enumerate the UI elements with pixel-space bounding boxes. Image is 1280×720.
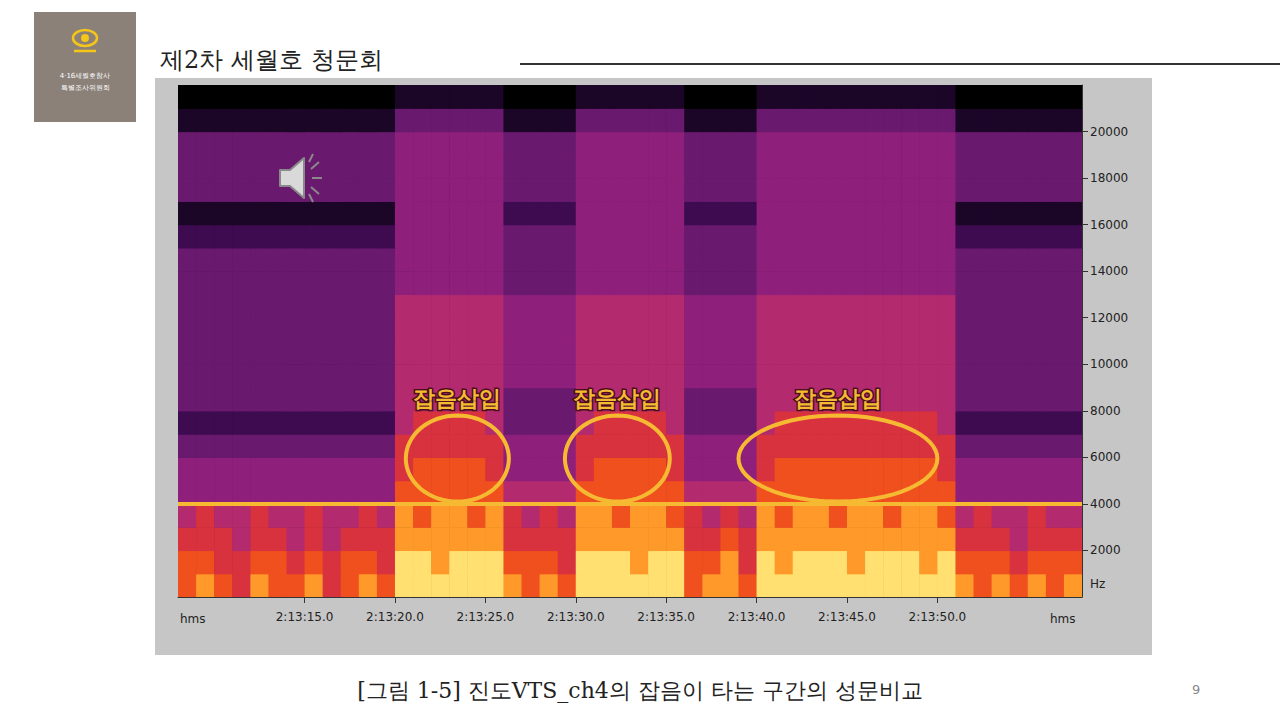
svg-text:2:13:20.0: 2:13:20.0	[366, 610, 424, 624]
svg-text:잡음삽입: 잡음삽입	[794, 386, 882, 411]
svg-text:Hz: Hz	[1090, 577, 1105, 591]
html-text:9: 9	[1192, 682, 1201, 697]
svg-text:12000: 12000	[1090, 311, 1128, 325]
svg-text:20000: 20000	[1090, 125, 1128, 139]
svg-text:hms: hms	[180, 612, 206, 626]
svg-text:2:13:30.0: 2:13:30.0	[547, 610, 605, 624]
svg-text:2:13:35.0: 2:13:35.0	[637, 610, 695, 624]
svg-text:10000: 10000	[1090, 357, 1128, 371]
svg-text:2:13:15.0: 2:13:15.0	[276, 610, 334, 624]
svg-text:4000: 4000	[1090, 497, 1121, 511]
svg-text:2000: 2000	[1090, 543, 1121, 557]
html-text:제2차 세월호 청문회: 제2차 세월호 청문회	[160, 46, 383, 74]
svg-text:16000: 16000	[1090, 218, 1128, 232]
svg-text:2:13:50.0: 2:13:50.0	[909, 610, 967, 624]
svg-text:6000: 6000	[1090, 450, 1121, 464]
svg-text:잡음삽입: 잡음삽입	[573, 386, 661, 411]
svg-text:2:13:45.0: 2:13:45.0	[818, 610, 876, 624]
html-text:4·16세월호참사: 4·16세월호참사	[59, 72, 111, 80]
html-text:특별조사위원회: 특별조사위원회	[60, 84, 110, 92]
svg-text:14000: 14000	[1090, 264, 1128, 278]
svg-text:8000: 8000	[1090, 404, 1121, 418]
svg-text:hms: hms	[1050, 612, 1076, 626]
svg-text:18000: 18000	[1090, 171, 1128, 185]
html-text:[그림 1-5] 진도VTS_ch4의 잡음이 타는 구간의: [그림 1-5] 진도VTS_ch4의 잡음이 타는 구간의 성문비교	[357, 678, 923, 703]
svg-text:잡음삽입: 잡음삽입	[413, 386, 501, 411]
svg-text:2:13:25.0: 2:13:25.0	[457, 610, 515, 624]
svg-text:2:13:40.0: 2:13:40.0	[728, 610, 786, 624]
